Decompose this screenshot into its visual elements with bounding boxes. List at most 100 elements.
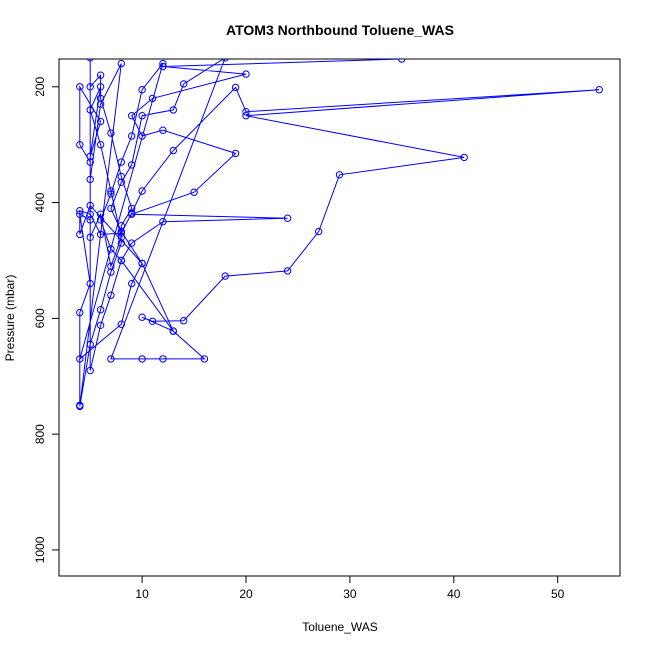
x-axis: 10 20 30 40 50 bbox=[135, 575, 565, 601]
data-point bbox=[76, 308, 84, 317]
data-point bbox=[117, 158, 126, 166]
data-point bbox=[107, 355, 115, 363]
data-point bbox=[231, 83, 240, 92]
data-point bbox=[96, 230, 105, 239]
data-point bbox=[169, 327, 178, 335]
data-point bbox=[86, 152, 94, 161]
data-point bbox=[117, 239, 126, 247]
data-point bbox=[107, 268, 115, 276]
data-point bbox=[460, 153, 468, 162]
x-tick-label: 10 bbox=[135, 587, 149, 601]
data-point bbox=[169, 106, 178, 114]
data-point bbox=[107, 291, 115, 299]
data-point bbox=[138, 132, 146, 140]
data-point bbox=[96, 210, 105, 218]
data-point bbox=[86, 340, 94, 349]
data-point bbox=[138, 86, 146, 94]
data-point bbox=[138, 187, 146, 195]
data-point bbox=[107, 204, 115, 213]
data-point bbox=[138, 313, 146, 321]
y-tick-label: 600 bbox=[33, 308, 47, 328]
data-point bbox=[96, 94, 105, 103]
data-point bbox=[76, 402, 84, 411]
data-point bbox=[283, 214, 292, 222]
x-tick-label: 40 bbox=[447, 587, 461, 601]
y-axis-label: Pressure (mbar) bbox=[3, 275, 17, 362]
data-point bbox=[86, 106, 94, 114]
data-point bbox=[86, 210, 94, 218]
data-point bbox=[283, 267, 292, 275]
data-point bbox=[180, 317, 188, 325]
data-point bbox=[76, 83, 84, 91]
y-tick-label: 400 bbox=[33, 192, 47, 212]
data-point bbox=[96, 141, 105, 149]
x-tick-label: 30 bbox=[343, 587, 357, 601]
y-tick-label: 200 bbox=[33, 76, 47, 96]
data-point bbox=[242, 112, 250, 120]
data-point bbox=[96, 83, 105, 91]
y-tick-label: 800 bbox=[33, 424, 47, 444]
data-point bbox=[138, 355, 146, 363]
data-point bbox=[117, 172, 126, 181]
data-point bbox=[231, 149, 240, 158]
x-tick-label: 20 bbox=[239, 587, 253, 601]
data-point bbox=[117, 178, 126, 187]
data-point bbox=[128, 132, 136, 140]
data-point bbox=[242, 108, 250, 116]
data-point bbox=[159, 355, 167, 363]
data-point bbox=[159, 59, 167, 68]
data-point bbox=[159, 62, 167, 71]
data-point bbox=[159, 218, 167, 226]
data-point bbox=[86, 233, 94, 242]
data-point bbox=[86, 216, 94, 224]
data-point bbox=[117, 229, 126, 238]
data-point bbox=[107, 245, 115, 253]
data-point bbox=[107, 129, 115, 137]
data-point bbox=[96, 321, 105, 329]
data-point bbox=[86, 279, 94, 288]
data-point bbox=[76, 210, 84, 218]
data-point bbox=[96, 216, 105, 224]
x-tick-label: 50 bbox=[551, 587, 565, 601]
data-point bbox=[76, 230, 84, 239]
data-point bbox=[117, 59, 126, 68]
data-point bbox=[86, 366, 94, 375]
data-point bbox=[117, 256, 126, 265]
data-point bbox=[221, 59, 229, 62]
data-point bbox=[96, 71, 105, 79]
data-point bbox=[335, 171, 344, 179]
data-point bbox=[169, 146, 178, 155]
data-point bbox=[138, 259, 146, 268]
data-point bbox=[96, 117, 105, 126]
data-point bbox=[138, 112, 146, 120]
data-point bbox=[128, 239, 136, 247]
data-point bbox=[159, 126, 167, 134]
data-point bbox=[128, 161, 136, 169]
data-point bbox=[128, 279, 136, 288]
data-point bbox=[86, 158, 94, 166]
data-point bbox=[86, 175, 94, 184]
plot-area bbox=[76, 59, 603, 411]
data-point bbox=[86, 59, 94, 62]
data-point bbox=[128, 210, 136, 218]
y-axis: 200 400 600 800 1000 bbox=[33, 76, 60, 563]
data-point bbox=[76, 141, 84, 149]
data-point bbox=[76, 207, 84, 215]
data-point bbox=[315, 227, 323, 236]
data-point bbox=[107, 262, 115, 270]
data-point bbox=[200, 355, 209, 363]
y-tick-label: 1000 bbox=[33, 536, 47, 563]
data-point bbox=[128, 112, 136, 120]
data-point bbox=[398, 59, 406, 63]
data-point bbox=[86, 201, 94, 210]
data-point bbox=[190, 188, 198, 196]
data-point bbox=[86, 83, 94, 91]
data-point bbox=[242, 70, 250, 78]
series-line bbox=[78, 59, 600, 407]
data-point bbox=[96, 100, 105, 108]
data-point bbox=[76, 355, 84, 363]
data-point bbox=[148, 94, 157, 103]
data-point bbox=[96, 306, 105, 314]
chart-title: ATOM3 Northbound Toluene_WAS bbox=[226, 22, 454, 38]
